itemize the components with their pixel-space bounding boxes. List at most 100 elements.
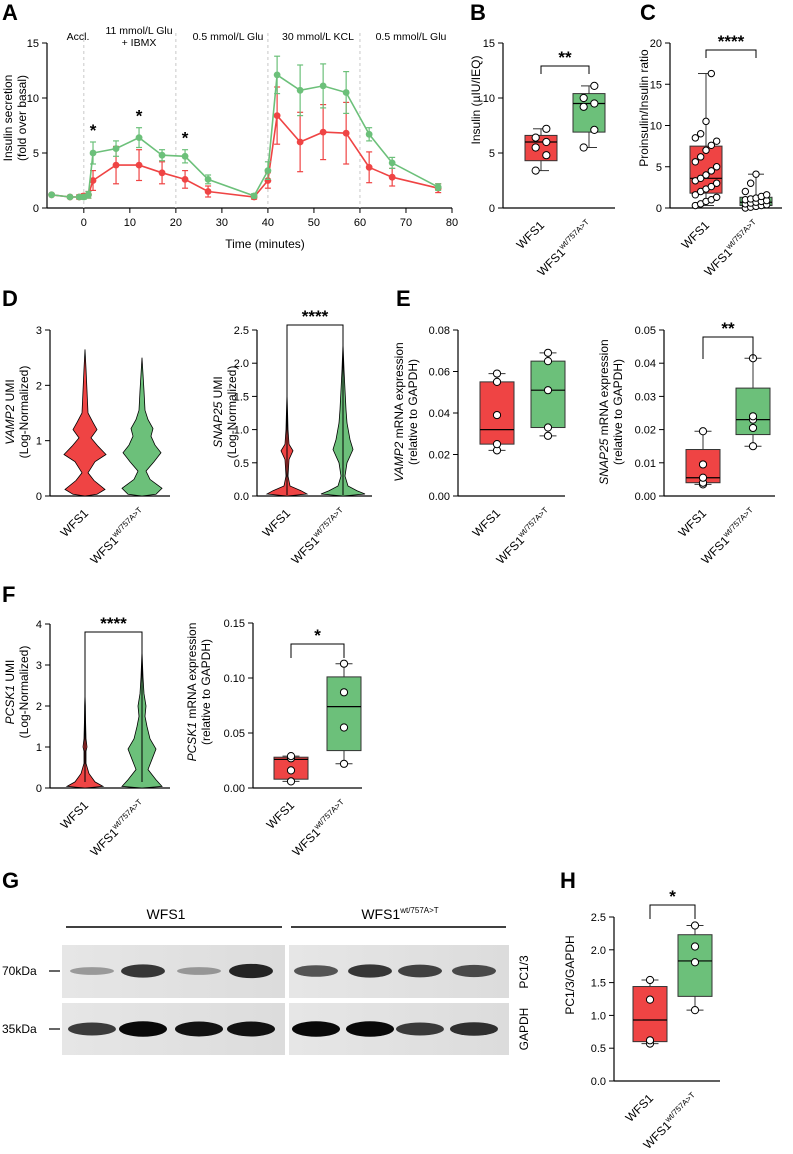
- panel-c-ytick-label: 0: [656, 203, 662, 215]
- panel-b-ylabel: Insulin (µIU/IEQ): [469, 56, 483, 145]
- panel-e1-ylabel-2: (relative to GAPDH): [406, 359, 420, 465]
- panel-f1-gene: PCSK1: [3, 685, 17, 724]
- panel-d1-ylabel-suffix: UMI: [3, 379, 17, 404]
- series-point: [48, 191, 56, 199]
- panel-e1-point: [543, 431, 553, 440]
- panel-d1-xlabel: WFS1wt/757A>T: [87, 505, 148, 566]
- panel-f2-ylabel: PCSK1 mRNA expression: [185, 623, 199, 762]
- panel-e2-point: [698, 473, 708, 482]
- blot-band-gapdh: [396, 1022, 444, 1036]
- panel-d2-xlabel-sup: wt/757A>T: [311, 505, 345, 539]
- panel-e2-gene: SNAP25: [597, 438, 611, 484]
- panel-e1-point: [492, 377, 502, 386]
- panel-a-xtick-label: 30: [216, 217, 228, 229]
- panel-d2-ytick-label: 0.0: [234, 491, 249, 503]
- panel-h-ylabel: PC1/3/GAPDH: [563, 935, 577, 1014]
- series-point: [135, 161, 143, 169]
- panel-h-box-chart: PC1/3/GAPDH 0.00.51.01.52.02.5WFS1WFS1wt…: [563, 887, 720, 1152]
- panel-b-point: [579, 102, 588, 111]
- panel-f2-point: [339, 759, 349, 768]
- panel-a-xtick-label: 10: [124, 217, 136, 229]
- panel-a-xtick-label: 50: [308, 217, 320, 229]
- series-point: [112, 145, 120, 153]
- panel-a-ylabel-1: Insulin secretion: [1, 75, 15, 162]
- panel-h-ytick-label: 2.0: [591, 945, 606, 957]
- series-point: [158, 169, 166, 177]
- panel-b-xlabel-sup: wt/757A>T: [557, 217, 591, 251]
- panel-a-ytick-label: 10: [27, 93, 39, 105]
- panel-a-xtick-label: 0: [81, 217, 87, 229]
- blot-group-wfs1: WFS1: [147, 906, 186, 922]
- panel-e1-ytick-label: 0.00: [429, 491, 450, 503]
- panel-h-xlabel-sup: wt/757A>T: [663, 1090, 697, 1124]
- panel-f-pcsk1-violin: PCSK1 UMI (Log-Normalized) 0 1 2 3 4 WFS1WFS1…: [3, 614, 170, 859]
- panel-f2-sig-label: *: [314, 626, 321, 645]
- panel-e2-xlabel-sup: wt/757A>T: [721, 505, 755, 539]
- series-line-wfs1: [51, 113, 439, 198]
- panel-h-point: [645, 995, 655, 1004]
- panel-d2-ytick-label: 2.5: [234, 325, 249, 337]
- panel-a-xtick-label: 60: [354, 217, 366, 229]
- panel-c-point: [702, 171, 710, 179]
- panel-b-box: [572, 93, 606, 133]
- series-point: [296, 86, 304, 94]
- panel-d1-xlabel-sup: wt/757A>T: [110, 505, 144, 539]
- panel-e1-ytick-label: 0.02: [429, 450, 450, 462]
- series-point: [365, 130, 373, 138]
- series-point: [112, 161, 120, 169]
- panel-a-xtick-label: 70: [400, 217, 412, 229]
- condition-low-glu-2: 0.5 mmol/L Glu: [376, 31, 447, 43]
- panel-c-point: [741, 187, 750, 196]
- panel-d2-gene: SNAP25: [211, 401, 225, 447]
- panel-e2-ytick-label: 0.05: [635, 325, 656, 337]
- panel-b-point: [531, 143, 540, 152]
- panel-f2-point: [339, 723, 349, 732]
- panel-c-point: [712, 137, 721, 145]
- panel-c-xlabel: WFS1: [679, 218, 713, 252]
- panel-d2-xlabel-base: WFS1: [260, 506, 294, 540]
- panel-d1-violin: [63, 349, 107, 497]
- series-point: [388, 159, 396, 167]
- panel-d1-ylabel: VAMP2 UMI: [3, 379, 17, 444]
- panel-a-xtick-label: 40: [262, 217, 274, 229]
- panel-b-point: [579, 93, 588, 103]
- panel-c-point: [752, 170, 760, 178]
- panel-f1-ytick-label: 2: [36, 701, 42, 713]
- panel-e1-point: [543, 423, 553, 432]
- panel-e1-point: [492, 440, 502, 449]
- panel-c-sig-bracket: [705, 49, 757, 58]
- panel-h-box: [632, 986, 668, 1043]
- panel-e2-point: [698, 427, 708, 436]
- panel-b-box-chart: Insulin (µIU/IEQ) 051015WFS1WFS1wt/757A>…: [469, 38, 615, 279]
- panel-label-c: C: [640, 0, 656, 25]
- blot-band-gapdh: [175, 1021, 223, 1037]
- panel-f1-sig-label: ****: [100, 614, 127, 633]
- blot-band-pc13: [398, 964, 442, 978]
- panel-a-ylabel-2: (fold over basal): [15, 75, 29, 161]
- panel-e1-ylabel: VAMP2 mRNA expression: [392, 342, 406, 481]
- series-point: [204, 188, 212, 195]
- panel-d1-xlabel: WFS1: [58, 506, 92, 540]
- panel-f2-point: [339, 688, 349, 697]
- panel-e1-xlabel-base: WFS1: [470, 506, 504, 540]
- panel-h-point: [690, 958, 700, 967]
- panel-f1-ylabel-suffix: UMI: [3, 660, 17, 685]
- panel-e-snap25-box: SNAP25 mRNA expression (relative to GAPD…: [597, 319, 775, 567]
- panel-g-western-blot: WFS1 WFS1wt/757A>T 70kDa 35kDa PC1/3 GAP…: [2, 906, 531, 1055]
- panel-d1-xlabel-base: WFS1: [58, 506, 92, 540]
- blot-group-mut: WFS1wt/757A>T: [361, 906, 438, 922]
- panel-f2-xlabel: WFS1wt/757A>T: [289, 797, 350, 858]
- panel-c-ytick-label: 10: [650, 121, 662, 133]
- panel-d2-ytick-label: 2.0: [234, 358, 249, 370]
- panel-e1-gene: VAMP2: [392, 441, 406, 481]
- panel-e2-point: [698, 460, 708, 469]
- panel-label-f: F: [2, 582, 15, 607]
- panel-b-box: [524, 134, 558, 162]
- panel-e2-point: [748, 412, 758, 421]
- panel-e1-point: [543, 386, 553, 395]
- panel-b-ytick-label: 5: [489, 148, 495, 160]
- panel-a-significance-star: *: [90, 121, 97, 140]
- series-point: [66, 193, 74, 201]
- panel-c-point: [746, 179, 755, 187]
